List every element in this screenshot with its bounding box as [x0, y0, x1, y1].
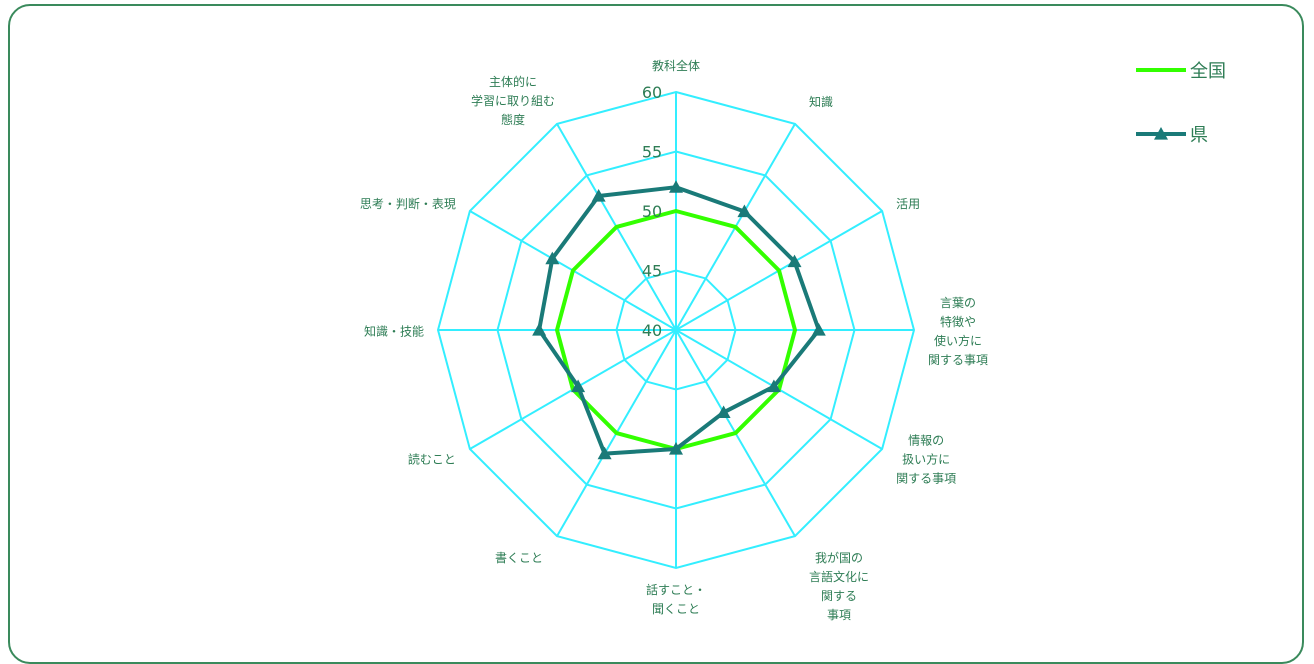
tick-label-2: 50: [642, 202, 662, 221]
series-1-point-9: [532, 323, 547, 336]
axis-label-11-line-0: 主体的に: [489, 74, 537, 89]
series-layer: [532, 180, 826, 460]
axis-label-0-line-0: 教科全体: [652, 58, 700, 73]
axis-label-2: 活用: [896, 197, 920, 211]
axis-label-11-line-1: 学習に取り組む: [471, 93, 555, 108]
axis-label-4-line-0: 情報の: [908, 434, 944, 448]
series-1: [532, 180, 826, 460]
axis-label-1: 知識: [809, 95, 833, 109]
axis-label-9: 知識・技能: [364, 325, 424, 339]
series-1-point-5: [716, 405, 731, 419]
axis-label-3-line-2: 使い方に: [934, 333, 982, 348]
axis-label-5-line-2: 関する: [821, 589, 857, 603]
axis-label-10: 思考・判断・表現: [360, 196, 456, 211]
axis-label-4-line-2: 関する事項: [896, 472, 956, 486]
tick-label-1: 45: [642, 262, 662, 281]
series-line-1: [537, 185, 821, 456]
series-1-point-11: [591, 189, 606, 202]
series-1-point-1: [737, 204, 752, 218]
axis-label-11-line-2: 態度: [501, 112, 525, 127]
axis-label-0: 教科全体: [652, 58, 700, 73]
axis-label-1-line-0: 知識: [809, 95, 833, 109]
axis-label-8: 読むこと: [408, 452, 456, 467]
axis-label-3-line-1: 特徴や: [940, 314, 976, 329]
axis-label-5-line-0: 我が国の: [815, 550, 863, 565]
legend-marker-1: [1154, 127, 1168, 140]
legend-label-1: 県: [1190, 125, 1208, 146]
tick-label-4: 60: [642, 83, 662, 102]
tick-label-3: 55: [642, 143, 662, 162]
series-1-point-3: [811, 323, 826, 336]
axis-label-7: 書くこと: [495, 551, 543, 565]
radar-grid: [436, 90, 916, 570]
axis-label-10-line-0: 思考・判断・表現: [360, 196, 456, 211]
axis-label-6: 話すこと・聞くこと: [646, 582, 706, 616]
series-1-point-2: [787, 254, 802, 268]
axis-label-6-line-0: 話すこと・: [646, 582, 706, 597]
axis-label-8-line-0: 読むこと: [408, 452, 456, 467]
axis-label-2-line-0: 活用: [896, 197, 920, 211]
axis-label-5-line-1: 言語文化に: [809, 569, 869, 584]
series-1-point-4: [766, 379, 781, 393]
axis-label-7-line-0: 書くこと: [495, 551, 543, 565]
legend-item-1: 県: [1136, 125, 1208, 146]
tick-label-0: 40: [642, 321, 662, 340]
series-1-point-6: [669, 442, 683, 455]
axis-labels: 教科全体知識活用言葉の特徴や使い方に関する事項情報の扱い方に関する事項我が国の言…: [360, 58, 988, 622]
legend-item-0: 全国: [1136, 61, 1226, 82]
series-1-point-10: [545, 251, 560, 265]
legend-label-0: 全国: [1190, 61, 1226, 82]
axis-label-5-line-3: 事項: [827, 608, 851, 622]
radial-tick-labels: 40 45 50 55 60: [642, 83, 662, 340]
axis-label-6-line-1: 聞くこと: [652, 602, 700, 616]
series-1-point-7: [597, 446, 612, 460]
axis-label-4-line-1: 扱い方に: [902, 452, 950, 467]
legend: 全国県: [1136, 61, 1226, 146]
series-1-point-0: [669, 180, 683, 193]
axis-label-3-line-3: 関する事項: [928, 353, 988, 367]
axis-label-9-line-0: 知識・技能: [364, 325, 424, 339]
axis-label-3-line-0: 言葉の: [940, 296, 976, 310]
series-1-point-8: [571, 379, 586, 393]
